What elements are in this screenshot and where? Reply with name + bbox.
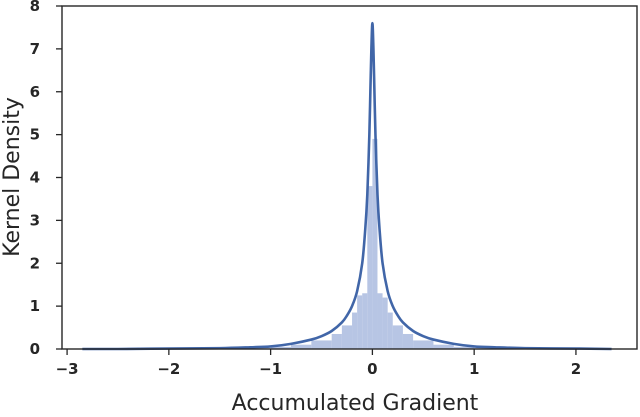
y-tick-label: 4 xyxy=(30,169,40,187)
tick-labels: −3 −2 −1 0 1 2 0 1 2 3 4 5 6 7 8 xyxy=(30,0,582,378)
histogram-bar xyxy=(402,333,414,349)
y-tick-label: 2 xyxy=(30,254,40,272)
histogram-bar xyxy=(352,312,358,349)
histogram-bar xyxy=(290,344,312,349)
y-tick-label: 8 xyxy=(30,0,40,15)
x-tick-label: −1 xyxy=(259,360,282,378)
histogram-bar xyxy=(311,340,332,349)
x-axis-label: Accumulated Gradient xyxy=(232,391,479,416)
histogram-bar xyxy=(270,346,291,349)
kde-curve-group xyxy=(82,21,612,351)
plot-frame xyxy=(61,5,638,350)
y-tick-label: 6 xyxy=(30,83,40,101)
x-tick-label: −2 xyxy=(157,360,180,378)
histogram-bar xyxy=(392,325,403,349)
x-tick-label: 0 xyxy=(367,360,377,378)
y-axis-label: Kernel Density xyxy=(0,97,25,257)
histogram-bar xyxy=(453,346,475,349)
histogram-bar xyxy=(382,297,388,349)
histogram-bar xyxy=(387,312,393,349)
y-tick-label: 1 xyxy=(30,297,40,315)
histogram-bar xyxy=(367,186,373,349)
x-tick-label: 2 xyxy=(571,360,581,378)
histogram-bar xyxy=(357,295,363,349)
histogram-bar xyxy=(331,333,342,349)
histogram-bar xyxy=(372,138,378,349)
y-tick-label: 0 xyxy=(30,340,40,358)
histogram-bar xyxy=(433,344,454,349)
histogram-bars xyxy=(250,138,495,349)
x-tick-label: 1 xyxy=(469,360,479,378)
histogram-bar xyxy=(413,340,434,349)
histogram-bar xyxy=(377,293,383,349)
y-tick-label: 7 xyxy=(30,40,40,58)
y-tick-label: 5 xyxy=(30,126,40,144)
x-tick-label: −3 xyxy=(56,360,79,378)
axes xyxy=(56,5,638,355)
histogram-bar xyxy=(362,293,368,349)
y-tick-label: 3 xyxy=(30,211,40,229)
kde-curve-line xyxy=(82,21,612,351)
histogram-bar xyxy=(341,325,353,349)
